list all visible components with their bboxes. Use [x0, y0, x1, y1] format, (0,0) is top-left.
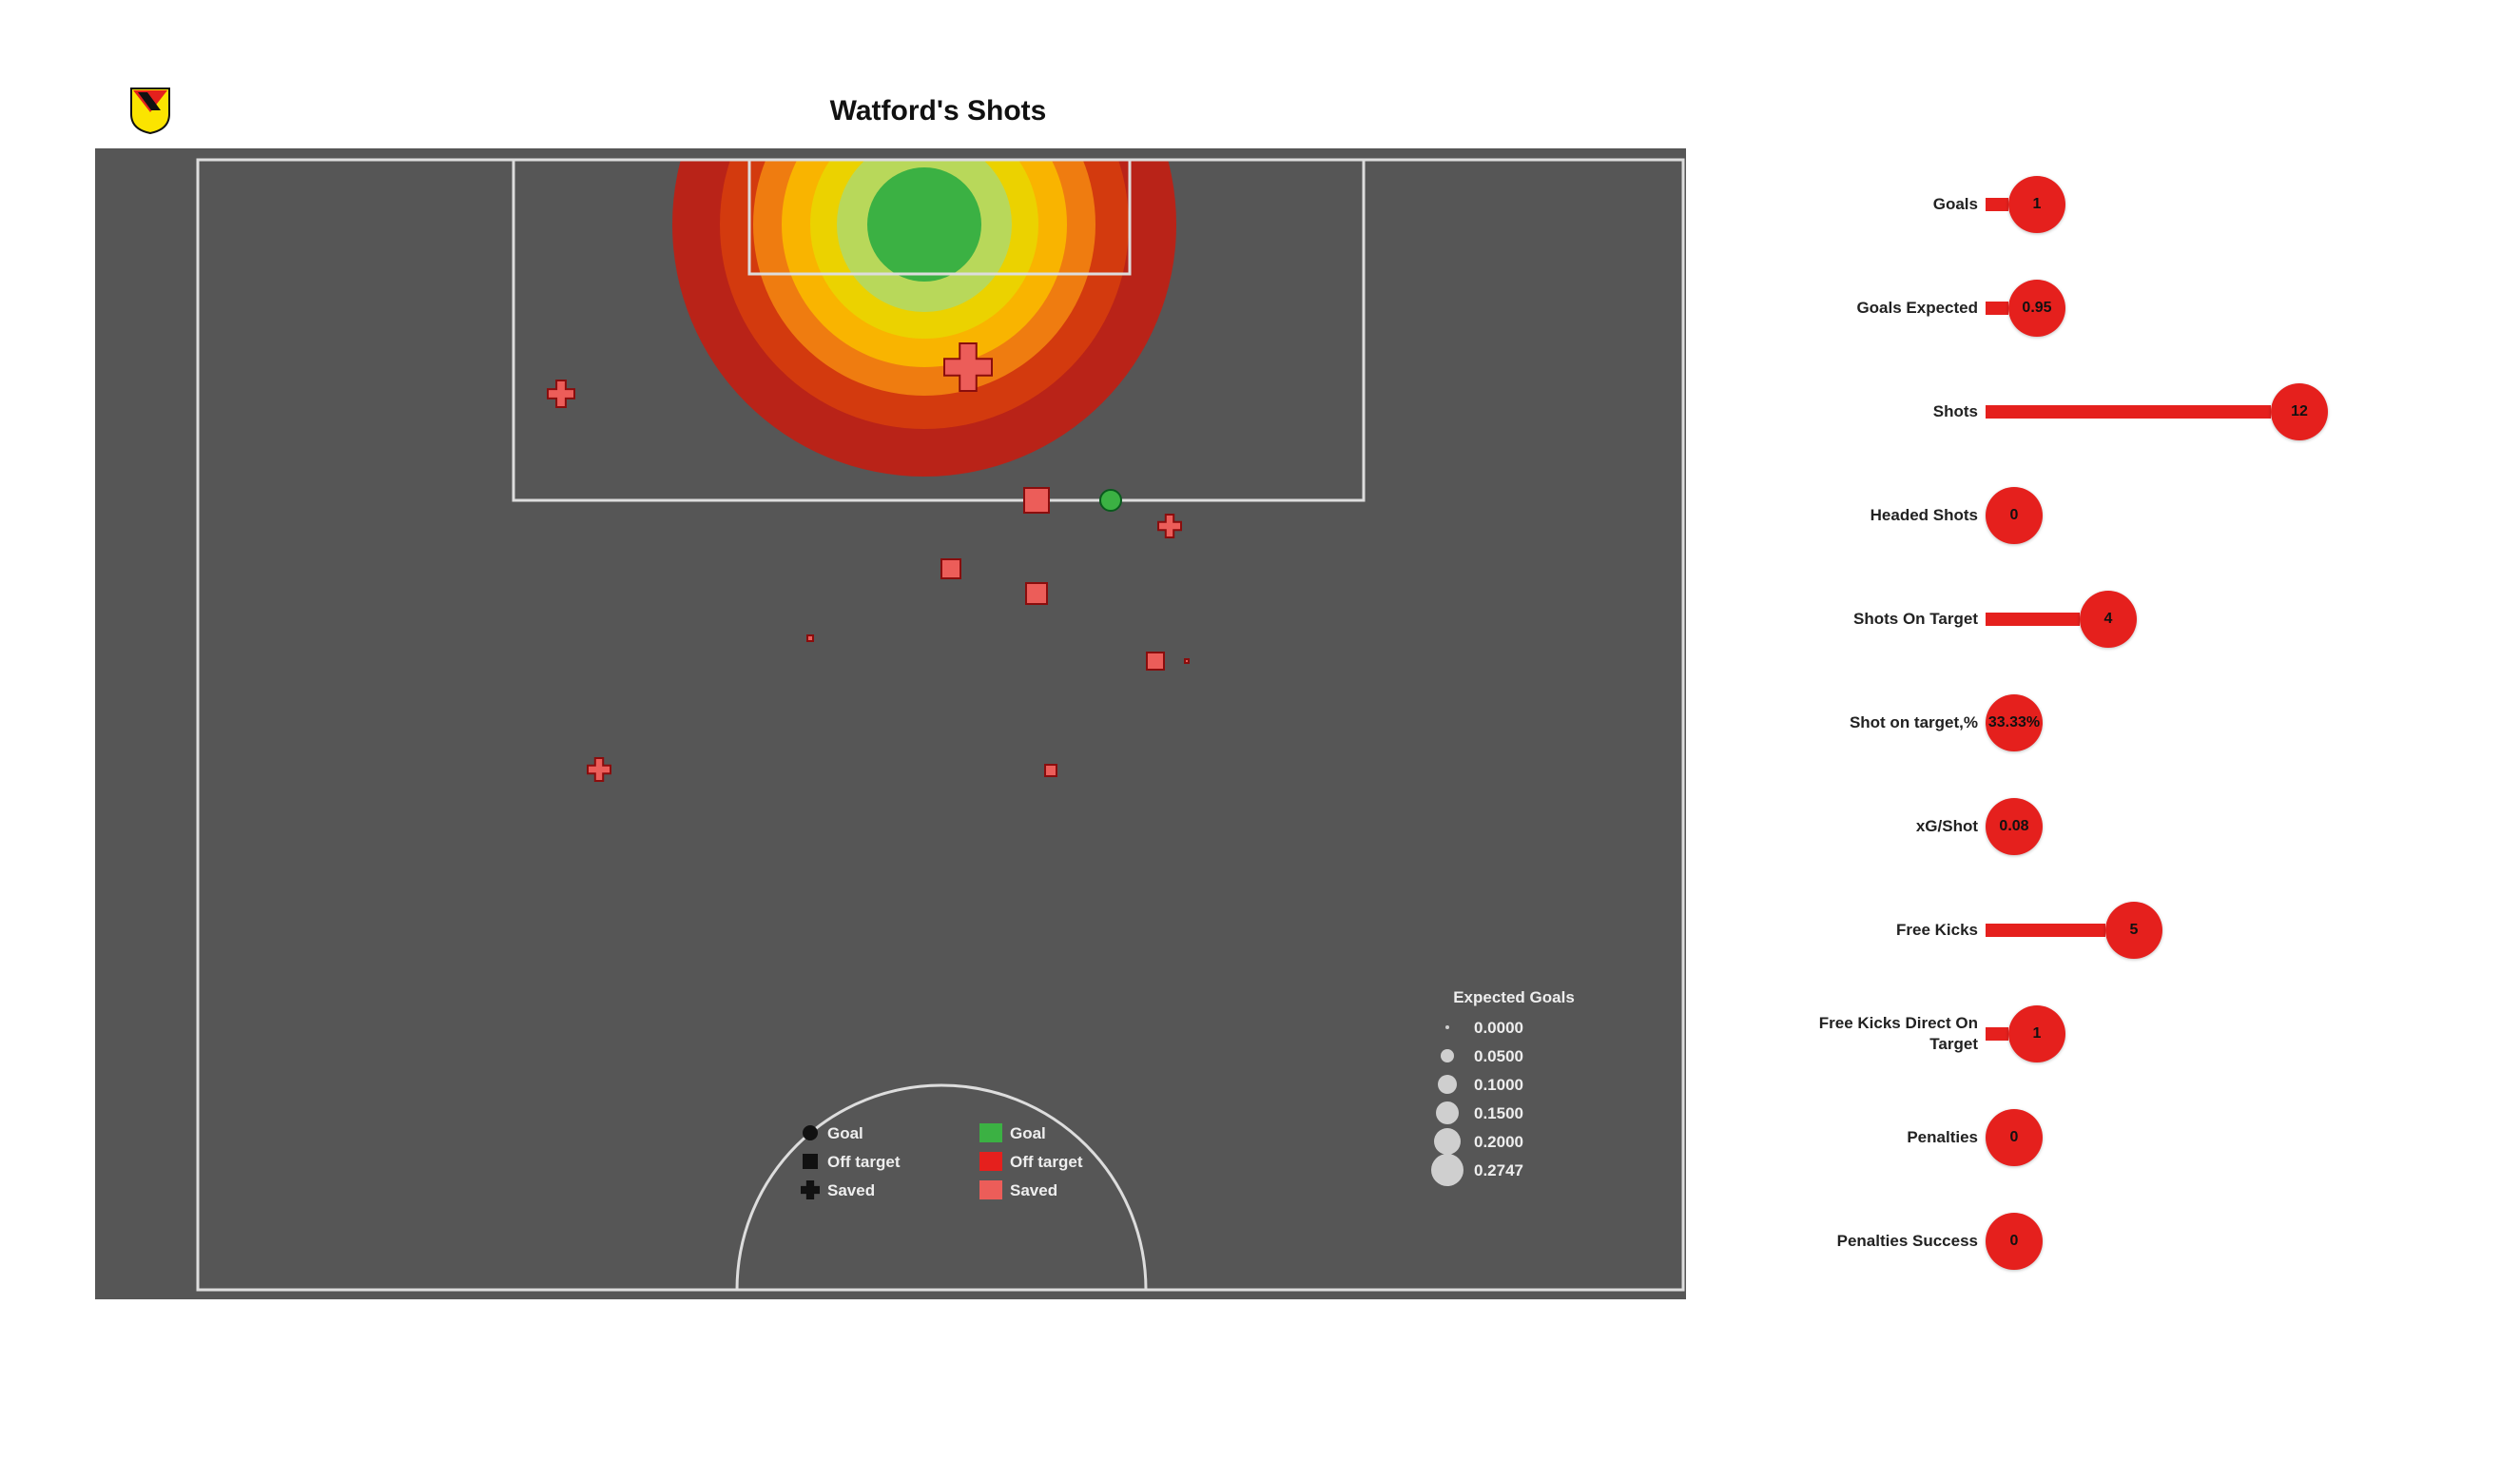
- stat-row: Shots 12: [1769, 360, 2387, 463]
- stat-value: 1: [2033, 196, 2042, 213]
- svg-text:Saved: Saved: [1010, 1181, 1057, 1199]
- stat-bar: 33.33%: [1986, 702, 2387, 744]
- stat-label: Goals Expected: [1769, 298, 1986, 318]
- stat-bar: 0.95: [1986, 287, 2387, 329]
- svg-text:Goal: Goal: [1010, 1124, 1046, 1142]
- shot-map: Goal Off target Saved Goal Off target Saved Ex…: [95, 148, 1686, 1299]
- svg-text:Goal: Goal: [827, 1124, 863, 1142]
- stat-bar: 0: [1986, 1117, 2387, 1159]
- stat-value-bubble: 5: [2105, 902, 2162, 959]
- svg-text:Off target: Off target: [1010, 1153, 1083, 1171]
- svg-text:Saved: Saved: [827, 1181, 875, 1199]
- stat-value: 5: [2130, 922, 2139, 939]
- stat-bar: 1: [1986, 184, 2387, 225]
- stat-row: Free Kicks 5: [1769, 878, 2387, 982]
- stat-value-bubble: 1: [2008, 1005, 2065, 1062]
- stat-label: Shot on target,%: [1769, 712, 1986, 732]
- stat-label: xG/Shot: [1769, 816, 1986, 836]
- stat-value-bubble: 33.33%: [1986, 694, 2043, 751]
- stat-row: Goals Expected 0.95: [1769, 256, 2387, 360]
- stat-value: 0: [2010, 507, 2019, 524]
- stat-row: Free Kicks Direct On Target 1: [1769, 982, 2387, 1085]
- shot-marker-off-target: [1147, 653, 1164, 670]
- stat-row: Shots On Target 4: [1769, 567, 2387, 671]
- stat-value: 12: [2291, 403, 2308, 420]
- stat-label: Penalties Success: [1769, 1231, 1986, 1251]
- stat-value: 0.08: [1999, 818, 2028, 835]
- svg-text:0.2000: 0.2000: [1474, 1133, 1523, 1151]
- stat-value: 33.33%: [1988, 714, 2040, 731]
- stat-row: Headed Shots 0: [1769, 463, 2387, 567]
- shot-marker-off-target: [1026, 583, 1047, 604]
- stats-panel: Goals 1 Goals Expected 0.95 Shots 12 Headed Sh…: [1769, 152, 2387, 1293]
- stat-bar: 1: [1986, 1013, 2387, 1055]
- stat-value: 0: [2010, 1129, 2019, 1146]
- stat-bar: 12: [1986, 391, 2387, 433]
- svg-text:Off target: Off target: [827, 1153, 901, 1171]
- stat-label: Free Kicks Direct On Target: [1769, 1013, 1986, 1054]
- stat-bar: 0: [1986, 495, 2387, 536]
- svg-text:0.1500: 0.1500: [1474, 1104, 1523, 1122]
- svg-text:0.0000: 0.0000: [1474, 1019, 1523, 1037]
- svg-text:Expected Goals: Expected Goals: [1453, 988, 1575, 1006]
- stat-label: Shots On Target: [1769, 609, 1986, 629]
- shot-marker-off-target: [1045, 765, 1056, 776]
- stat-label: Goals: [1769, 194, 1986, 214]
- svg-text:0.0500: 0.0500: [1474, 1047, 1523, 1065]
- stat-value: 4: [2104, 611, 2113, 628]
- stat-value-bubble: 0: [1986, 487, 2043, 544]
- stat-value: 0.95: [2022, 300, 2051, 317]
- stat-value-bubble: 12: [2271, 383, 2328, 440]
- stat-value-bubble: 0.95: [2008, 280, 2065, 337]
- stat-value-bubble: 0: [1986, 1109, 2043, 1166]
- stat-label: Shots: [1769, 401, 1986, 421]
- stat-row: Penalties Success 0: [1769, 1189, 2387, 1293]
- shot-marker-off-target: [1024, 488, 1049, 513]
- stat-value: 0: [2010, 1233, 2019, 1250]
- svg-text:0.1000: 0.1000: [1474, 1076, 1523, 1094]
- shot-marker-off-target: [941, 559, 960, 578]
- shot-marker-off-target: [1185, 659, 1189, 663]
- stat-row: Shot on target,%33.33%: [1769, 671, 2387, 774]
- stat-row: xG/Shot 0.08: [1769, 774, 2387, 878]
- stat-bar: 0: [1986, 1220, 2387, 1262]
- page: Watford's Shots Goal Off target Saved Goal O…: [0, 0, 2520, 1481]
- svg-text:0.2747: 0.2747: [1474, 1161, 1523, 1179]
- stat-value-bubble: 4: [2080, 591, 2137, 648]
- stat-value: 1: [2033, 1025, 2042, 1043]
- stat-bar: 0.08: [1986, 806, 2387, 848]
- stat-value-bubble: 1: [2008, 176, 2065, 233]
- stat-label: Penalties: [1769, 1127, 1986, 1147]
- stat-row: Penalties 0: [1769, 1085, 2387, 1189]
- stat-label: Free Kicks: [1769, 920, 1986, 940]
- stat-value-bubble: 0: [1986, 1213, 2043, 1270]
- stat-row: Goals 1: [1769, 152, 2387, 256]
- stat-bar: 5: [1986, 909, 2387, 951]
- stat-label: Headed Shots: [1769, 505, 1986, 525]
- chart-title: Watford's Shots: [95, 95, 1781, 127]
- shot-marker-off-target: [807, 635, 813, 641]
- shot-marker-goal: [1100, 490, 1121, 511]
- stat-bar: 4: [1986, 598, 2387, 640]
- stat-value-bubble: 0.08: [1986, 798, 2043, 855]
